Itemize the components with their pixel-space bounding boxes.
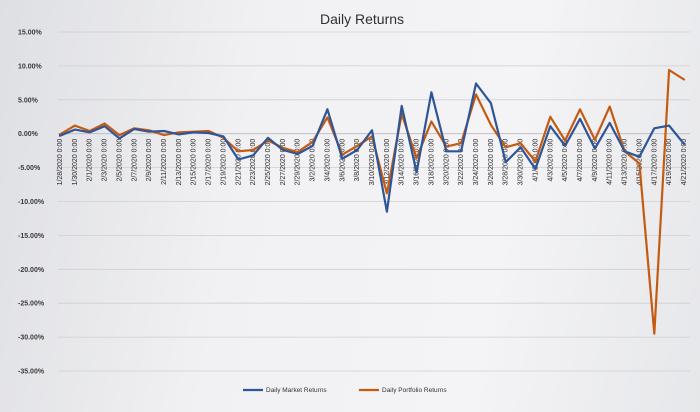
- x-tick-label: 4/11/2020 0:00: [607, 139, 614, 185]
- x-tick-label: 2/27/2020 0:00: [280, 139, 287, 186]
- x-tick-label: 3/12/2020 0:00: [384, 139, 391, 186]
- plot-area: [58, 68, 686, 335]
- legend: Daily Market Returns Daily Portfolio Retu…: [243, 387, 447, 394]
- x-tick-label: 2/19/2020 0:00: [220, 139, 227, 186]
- x-tick-label: 3/10/2020 0:00: [369, 139, 376, 186]
- x-tick-label: 1/30/2020 0:00: [72, 139, 79, 186]
- x-tick-label: 2/29/2020 0:00: [295, 139, 302, 186]
- chart-title: Daily Returns: [320, 11, 404, 27]
- x-tick-label: 3/2/2020 0:00: [310, 139, 317, 182]
- x-tick-label: 4/3/2020 0:00: [547, 139, 554, 182]
- x-tick-label: 3/8/2020 0:00: [354, 139, 361, 182]
- x-tick-label: 2/25/2020 0:00: [265, 139, 272, 186]
- y-tick-label: 0.00%: [18, 131, 39, 138]
- y-tick-label: 5.00%: [18, 97, 39, 104]
- y-tick-label: 15.00%: [18, 30, 43, 37]
- x-tick-label: 4/19/2020 0:00: [666, 139, 673, 186]
- x-tick-label: 3/20/2020 0:00: [443, 139, 450, 186]
- x-tick-label: 4/13/2020 0:00: [622, 139, 629, 186]
- x-tick-label: 3/30/2020 0:00: [518, 139, 525, 186]
- series-line: [58, 82, 686, 213]
- y-tick-label: -35.00%: [18, 369, 45, 376]
- y-tick-label: -25.00%: [18, 301, 45, 308]
- x-tick-label: 3/18/2020 0:00: [428, 139, 435, 186]
- x-tick-label: 3/16/2020 0:00: [414, 139, 421, 186]
- x-tick-label: 2/17/2020 0:00: [206, 139, 213, 186]
- x-tick-label: 3/24/2020 0:00: [473, 139, 480, 186]
- x-tick-label: 2/3/2020 0:00: [102, 139, 109, 182]
- y-tick-label: -30.00%: [18, 335, 45, 342]
- y-axis: 15.00% 10.00% 5.00% 0.00% -5.00% -10.00% -15.0…: [18, 30, 45, 376]
- x-tick-label: 3/26/2020 0:00: [488, 139, 495, 186]
- x-tick-label: 3/4/2020 0:00: [324, 139, 331, 182]
- x-tick-label: 2/7/2020 0:00: [131, 139, 138, 182]
- gridlines: [58, 31, 690, 372]
- x-tick-label: 3/22/2020 0:00: [458, 139, 465, 186]
- y-tick-label: -20.00%: [18, 267, 45, 274]
- y-tick-label: -10.00%: [18, 199, 45, 206]
- x-tick-label: 2/11/2020 0:00: [161, 139, 168, 185]
- legend-entry: Daily Market Returns: [266, 387, 327, 394]
- x-tick-label: 2/1/2020 0:00: [87, 139, 94, 182]
- x-tick-label: 2/13/2020 0:00: [176, 139, 183, 186]
- y-tick-label: 10.00%: [18, 63, 43, 70]
- x-tick-label: 4/21/2020 0:00: [681, 139, 688, 186]
- legend-entry: Daily Portfolio Returns: [382, 387, 447, 394]
- x-tick-label: 4/5/2020 0:00: [562, 139, 569, 182]
- x-tick-label: 2/5/2020 0:00: [116, 139, 123, 182]
- x-tick-label: 4/9/2020 0:00: [592, 139, 599, 182]
- x-tick-label: 2/9/2020 0:00: [146, 139, 153, 182]
- x-tick-label: 4/7/2020 0:00: [577, 139, 584, 182]
- x-tick-label: 1/28/2020 0:00: [57, 139, 64, 186]
- x-tick-label: 3/6/2020 0:00: [339, 139, 346, 182]
- x-tick-label: 4/15/2020 0:00: [636, 139, 643, 186]
- x-tick-label: 2/23/2020 0:00: [250, 139, 257, 186]
- y-tick-label: -15.00%: [18, 233, 45, 240]
- x-tick-label: 3/14/2020 0:00: [399, 139, 406, 186]
- x-tick-label: 2/15/2020 0:00: [191, 139, 198, 186]
- x-tick-label: 4/17/2020 0:00: [651, 139, 658, 186]
- x-tick-label: 2/21/2020 0:00: [235, 139, 242, 186]
- y-tick-label: -5.00%: [18, 165, 41, 172]
